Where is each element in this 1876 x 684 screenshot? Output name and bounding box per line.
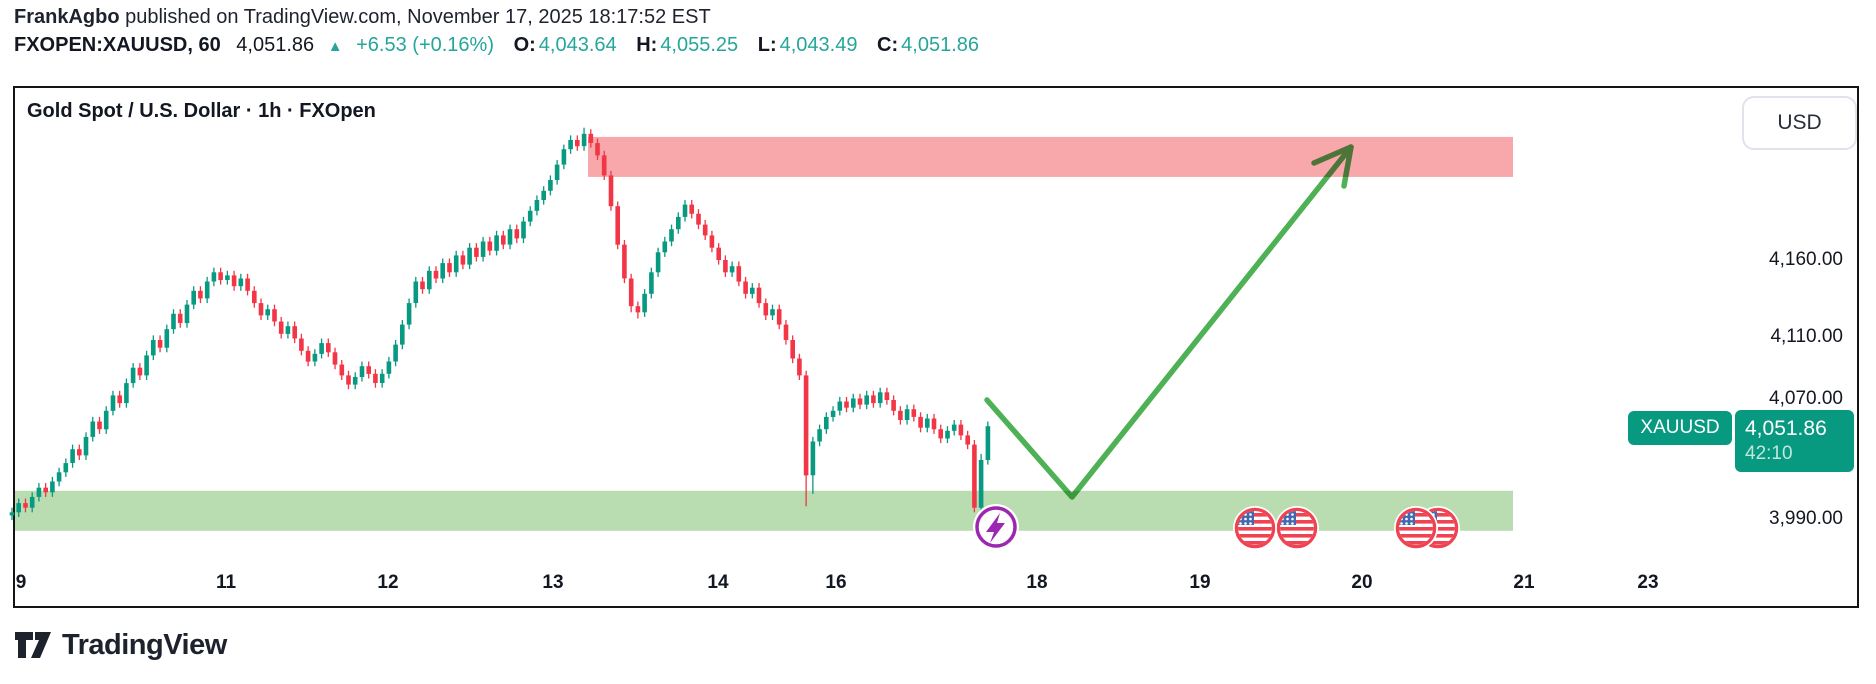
high-label: H:	[636, 34, 658, 56]
close-label: C:	[877, 34, 899, 56]
price-scale-label: 4,110.00	[1770, 326, 1843, 347]
tradingview-logo-icon	[15, 632, 51, 658]
close-value: 4,051.86	[901, 34, 980, 56]
currency-usd-button[interactable]: USD	[1742, 96, 1857, 150]
bar-countdown: 42:10	[1745, 443, 1793, 464]
time-scale-label: 16	[825, 572, 847, 593]
time-scale-label: 18	[1026, 572, 1048, 593]
time-scale-label: 21	[1513, 572, 1535, 593]
up-triangle-icon: ▲	[327, 38, 343, 55]
chart-canvas[interactable]	[13, 86, 1859, 608]
price-change: +6.53 (+0.16%)	[356, 34, 494, 56]
time-scale-label: 9	[15, 572, 27, 593]
last-price-badge: 4,051.86 42:10	[1735, 410, 1854, 472]
price-scale-label: 3,990.00	[1769, 508, 1843, 529]
price-scale-label: 4,070.00	[1769, 388, 1843, 409]
last-price: 4,051.86	[236, 34, 315, 56]
tradingview-wordmark: TradingView	[62, 628, 227, 661]
open-label: O:	[513, 34, 536, 56]
price-scale-label: 4,160.00	[1769, 249, 1843, 270]
badge-price: 4,051.86	[1745, 417, 1827, 440]
time-scale-label: 23	[1637, 572, 1659, 593]
chart-title: Gold Spot / U.S. Dollar · 1h · FXOpen	[27, 100, 376, 122]
symbol-name: FXOPEN:XAUUSD, 60	[14, 34, 221, 56]
tradingview-branding: TradingView	[14, 628, 227, 662]
time-scale-label: 19	[1189, 572, 1211, 593]
attribution-text: published on TradingView.com, November 1…	[119, 6, 711, 28]
time-scale-label: 11	[215, 572, 237, 593]
quote-bar: FXOPEN:XAUUSD, 60 4,051.86 ▲ +6.53 (+0.1…	[14, 34, 979, 57]
low-value: 4,043.49	[779, 34, 858, 56]
low-label: L:	[757, 34, 777, 56]
time-scale-label: 20	[1351, 572, 1373, 593]
attribution-line: FrankAgbo published on TradingView.com, …	[14, 6, 711, 29]
author-name: FrankAgbo	[14, 6, 120, 28]
symbol-badge: XAUUSD	[1628, 411, 1732, 445]
time-scale-label: 12	[377, 572, 399, 593]
high-value: 4,055.25	[660, 34, 739, 56]
open-value: 4,043.64	[538, 34, 617, 56]
time-scale-label: 13	[542, 572, 564, 593]
time-scale-label: 14	[707, 572, 729, 593]
